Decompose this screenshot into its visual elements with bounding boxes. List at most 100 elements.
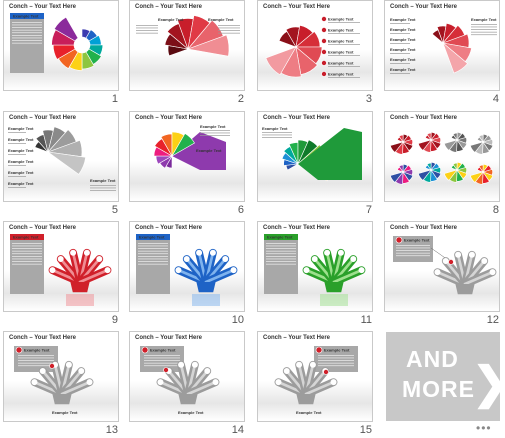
text-line (318, 365, 354, 367)
slide-thumbnail-5[interactable]: Conch – Your Text Here Example Text Exampl… (0, 111, 122, 218)
conch-shell-rib-dot (86, 379, 93, 386)
slide-number: 1 (111, 93, 118, 105)
text-line (138, 248, 168, 249)
text-line (12, 248, 42, 249)
text-line (12, 245, 42, 247)
conch-shell-rib-dot (309, 361, 316, 368)
conch-shell-base (52, 394, 72, 405)
slide-thumbnail-9[interactable]: Conch – Your Text Here Example Text 9 (0, 221, 122, 328)
slide-graphic: Example Text (10, 13, 104, 73)
text-line (138, 253, 168, 255)
example-text: Example Text (390, 47, 416, 52)
text-line (218, 32, 240, 34)
text-line (136, 32, 158, 34)
slide-thumbnail-10[interactable]: Conch – Your Text Here Example Text 10 (126, 221, 248, 328)
text-line (18, 365, 54, 367)
text-line (266, 258, 296, 260)
text-line (138, 263, 168, 265)
text-line (12, 253, 42, 255)
slide-title: Conch – Your Text Here (263, 115, 331, 121)
slide-thumbnail-3[interactable]: Conch – Your Text Here Example Text Exampl… (254, 0, 376, 107)
text-line (218, 27, 240, 29)
and-more-tile[interactable]: AND MORE ❯ (386, 332, 505, 421)
slide-graphic: Example Text Example Text (153, 124, 230, 170)
conch-shell-rib-dot (104, 267, 111, 274)
example-text: Example Text (390, 37, 416, 42)
text-line (396, 245, 430, 246)
slide-thumbnail-12[interactable]: Conch – Your Text Here Example Text 12 (381, 221, 503, 328)
conch-shell-rib-dot (222, 256, 229, 263)
text-line (90, 187, 116, 189)
slide-thumbnail-6[interactable]: Conch – Your Text Here Example Text Exampl… (126, 111, 248, 218)
slide-preview: Conch – Your Text Here Example Text Exampl… (257, 331, 373, 422)
slide-thumbnail-13[interactable]: Conch – Your Text Here Example Text Exampl… (0, 331, 122, 438)
text-line (200, 135, 230, 136)
slide-number: 9 (111, 314, 118, 326)
slide-thumbnail-14[interactable]: Conch – Your Text Here Example Text Exampl… (126, 331, 248, 438)
slide-title: Conch – Your Text Here (9, 335, 77, 341)
mini-pie-wedge (389, 141, 404, 153)
text-line (18, 355, 54, 356)
slide-preview: Conch – Your Text Here Example Text Exampl… (3, 331, 119, 422)
slide-thumbnail-11[interactable]: Conch – Your Text Here Example Text 11 (254, 221, 376, 328)
conch-shell-rib-highlight (60, 380, 91, 396)
slide-thumbnail-4[interactable]: Conch – Your Text Here Example Text Exampl… (381, 0, 503, 107)
text-line (262, 134, 292, 136)
slide-thumbnail-15[interactable]: Conch – Your Text Here Example Text Exampl… (254, 331, 376, 438)
text-line (136, 30, 158, 31)
text-line (396, 247, 430, 249)
and-more-line1: AND (406, 346, 459, 372)
header-bar (136, 234, 170, 240)
example-text: Example Text (328, 72, 354, 77)
slide-graphic (389, 131, 494, 185)
text-line (328, 22, 360, 23)
text-line (138, 243, 168, 244)
red-bullet (15, 346, 23, 354)
slide-number: 3 (365, 93, 372, 105)
text-line (266, 261, 296, 262)
text-line (328, 77, 360, 78)
header-bar (264, 234, 298, 240)
slide-thumbnail-2[interactable]: Conch – Your Text Here Example Text Exampl… (126, 0, 248, 107)
slide-title: Conch – Your Text Here (135, 225, 203, 231)
more-options-icon[interactable]: ••• (476, 421, 492, 435)
gray-wedge (47, 151, 86, 175)
text-line (328, 44, 360, 45)
text-line (12, 256, 42, 257)
slide-number: 2 (237, 93, 244, 105)
conch-shell-base (455, 284, 475, 295)
slide-thumbnail-8[interactable]: Conch – Your Text Here 8 (381, 111, 503, 218)
slide-graphic: Example Text Example Text (14, 346, 94, 415)
slide-thumbnail-7[interactable]: Conch – Your Text Here Example Text 7 (254, 111, 376, 218)
slide-title: Conch – Your Text Here (9, 115, 77, 121)
text-line (200, 130, 230, 131)
example-text: Example Text (158, 17, 184, 22)
example-text: Example Text (200, 124, 226, 129)
slide-preview: Conch – Your Text Here (384, 111, 500, 202)
slide-preview: Conch – Your Text Here Example Text Exampl… (129, 0, 245, 91)
conch-shell-rib-dot (196, 249, 203, 256)
conch-shell-rib-highlight (204, 268, 235, 284)
example-text: Example Text (390, 67, 416, 72)
slide-number: 13 (105, 424, 118, 436)
text-line (138, 261, 168, 262)
conch-shell-rib-dot (191, 361, 198, 368)
text-line (18, 362, 54, 364)
mini-pie-wedge (417, 139, 432, 151)
text-line (136, 27, 158, 29)
conch-shell-base (70, 282, 90, 293)
example-text: Example Text (8, 126, 34, 131)
text-line (266, 248, 296, 249)
slide-preview: Conch – Your Text Here Example Text (129, 221, 245, 312)
slide-number: 14 (231, 424, 244, 436)
red-wedge (442, 42, 468, 74)
text-line (318, 362, 354, 364)
example-text: Example Text (196, 148, 222, 153)
conch-shell-base (178, 394, 198, 405)
text-line (12, 258, 42, 260)
red-bullet (141, 346, 149, 354)
slide-thumbnail-1[interactable]: Conch – Your Text Here Example Text 1 (0, 0, 122, 107)
slide-preview: Conch – Your Text Here Example Text Exampl… (257, 0, 373, 91)
text-line (138, 256, 168, 257)
text-line (12, 24, 42, 26)
